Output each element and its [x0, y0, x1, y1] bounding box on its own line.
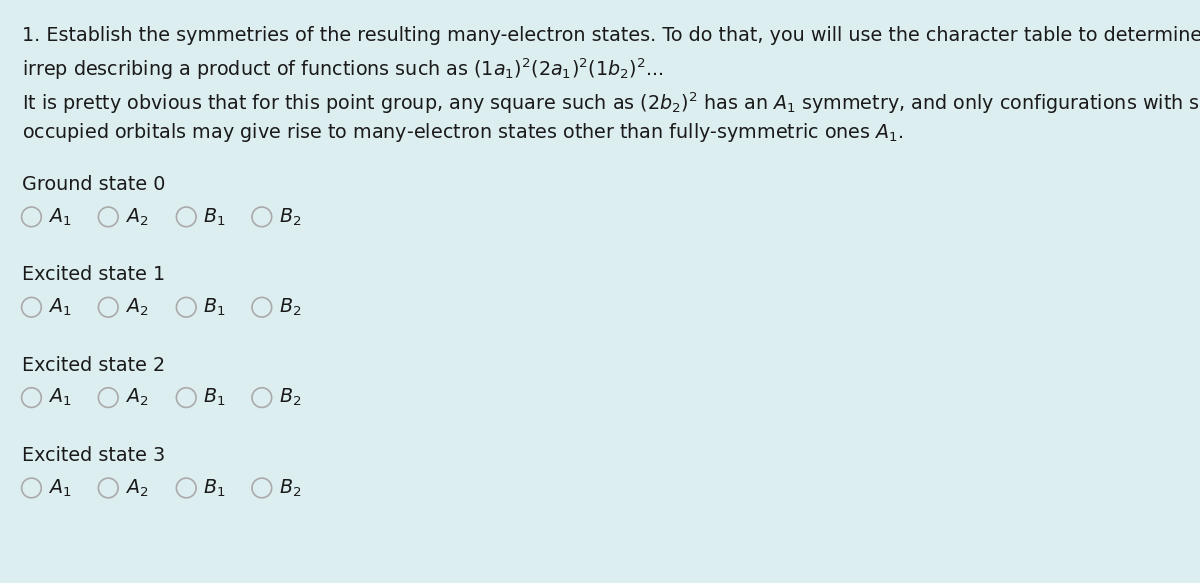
- Ellipse shape: [22, 297, 41, 317]
- Ellipse shape: [252, 297, 271, 317]
- Ellipse shape: [252, 478, 271, 498]
- Text: $A_2$: $A_2$: [125, 477, 149, 498]
- Ellipse shape: [176, 478, 196, 498]
- Ellipse shape: [22, 388, 41, 408]
- Text: $B_1$: $B_1$: [203, 387, 226, 408]
- Text: It is pretty obvious that for this point group, any square such as $(2b_2)^2$ ha: It is pretty obvious that for this point…: [22, 90, 1200, 116]
- Text: occupied orbitals may give rise to many-electron states other than fully-symmetr: occupied orbitals may give rise to many-…: [22, 121, 904, 143]
- Ellipse shape: [252, 388, 271, 408]
- Text: $A_2$: $A_2$: [125, 297, 149, 318]
- Ellipse shape: [98, 207, 118, 227]
- Ellipse shape: [22, 207, 41, 227]
- Text: $A_1$: $A_1$: [48, 297, 72, 318]
- Text: $B_2$: $B_2$: [278, 477, 301, 498]
- Text: $B_1$: $B_1$: [203, 297, 226, 318]
- Ellipse shape: [98, 388, 118, 408]
- Text: 1. Establish the symmetries of the resulting many-electron states. To do that, y: 1. Establish the symmetries of the resul…: [22, 26, 1200, 45]
- Ellipse shape: [252, 207, 271, 227]
- Ellipse shape: [98, 297, 118, 317]
- Text: irrep describing a product of functions such as $(1a_1)^2(2a_1)^2(1b_2)^2$...: irrep describing a product of functions …: [22, 57, 664, 82]
- Ellipse shape: [22, 478, 41, 498]
- Text: $A_1$: $A_1$: [48, 206, 72, 227]
- Text: $A_2$: $A_2$: [125, 206, 149, 227]
- Text: $B_2$: $B_2$: [278, 206, 301, 227]
- Text: Ground state 0: Ground state 0: [22, 175, 164, 194]
- Text: $A_2$: $A_2$: [125, 387, 149, 408]
- Text: $B_1$: $B_1$: [203, 477, 226, 498]
- Ellipse shape: [176, 297, 196, 317]
- Text: $A_1$: $A_1$: [48, 477, 72, 498]
- Text: $B_2$: $B_2$: [278, 297, 301, 318]
- Text: Excited state 3: Excited state 3: [22, 446, 164, 465]
- Ellipse shape: [176, 388, 196, 408]
- Ellipse shape: [176, 207, 196, 227]
- Text: Excited state 1: Excited state 1: [22, 265, 164, 285]
- Text: $A_1$: $A_1$: [48, 387, 72, 408]
- Text: $B_1$: $B_1$: [203, 206, 226, 227]
- Ellipse shape: [98, 478, 118, 498]
- Text: Excited state 2: Excited state 2: [22, 356, 164, 375]
- Text: $B_2$: $B_2$: [278, 387, 301, 408]
